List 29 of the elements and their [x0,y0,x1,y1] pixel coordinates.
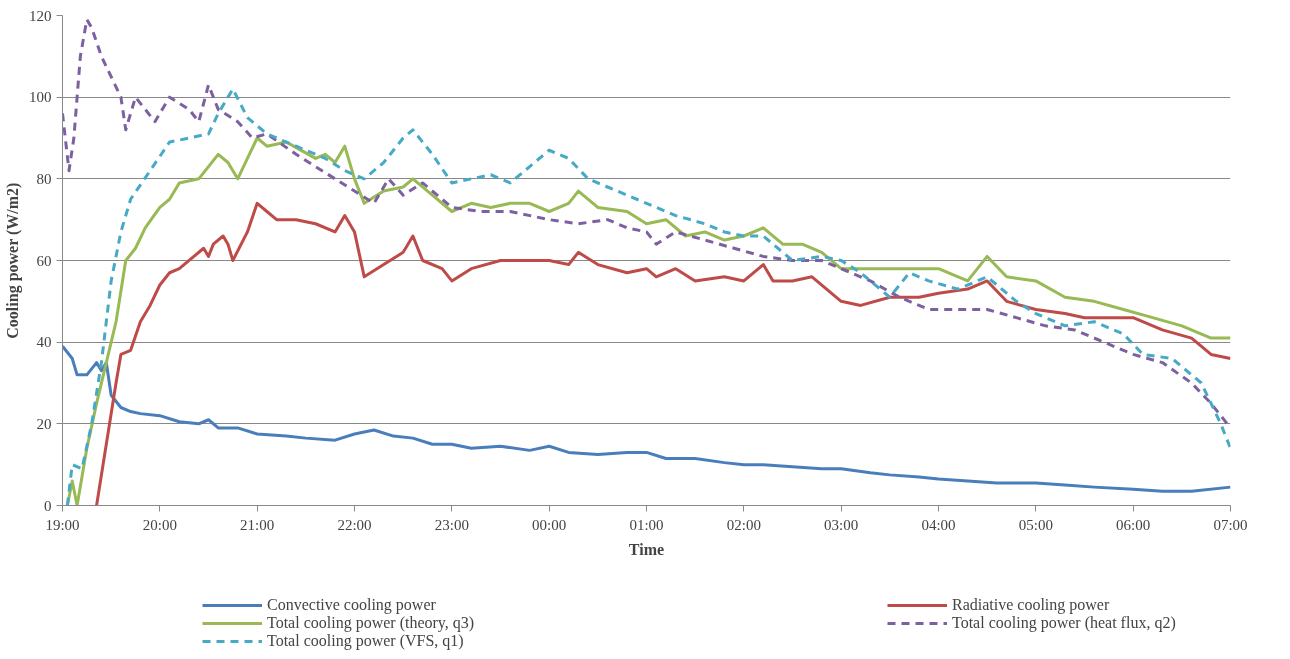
legend-label: Convective cooling power [267,596,437,614]
y-tick-label: 0 [44,497,52,514]
x-tick-label: 06:00 [1116,516,1151,533]
x-tick-label: 20:00 [142,516,177,533]
y-tick-label: 120 [29,7,52,24]
y-tick-label: 40 [36,334,52,351]
x-axis-title: Time [628,540,665,558]
legend-label: Radiative cooling power [952,596,1111,614]
y-tick-label: 20 [36,415,52,432]
x-tick-label: 22:00 [337,516,372,533]
x-tick-label: 01:00 [629,516,664,533]
x-tick-label: 23:00 [434,516,469,533]
x-tick-label: 02:00 [726,516,761,533]
y-tick-label: 100 [29,89,52,106]
x-tick-label: 05:00 [1018,516,1053,533]
legend-label: Total cooling power (heat flux, q2) [952,614,1177,632]
x-tick-label: 07:00 [1213,516,1248,533]
x-tick-label: 19:00 [45,516,80,533]
y-tick-label: 80 [36,170,52,187]
x-tick-label: 03:00 [824,516,859,533]
legend-label: Total cooling power (theory, q3) [267,614,476,632]
x-tick-label: 04:00 [921,516,956,533]
x-tick-label: 21:00 [240,516,275,533]
line-series [62,344,1231,493]
y-axis-title: Cooling power (W/m2) [4,182,22,339]
y-tick-label: 60 [36,252,52,269]
legend-label: Total cooling power (VFS, q1) [267,632,465,650]
x-tick-label: 00:00 [532,516,567,533]
line-series [95,201,1231,506]
